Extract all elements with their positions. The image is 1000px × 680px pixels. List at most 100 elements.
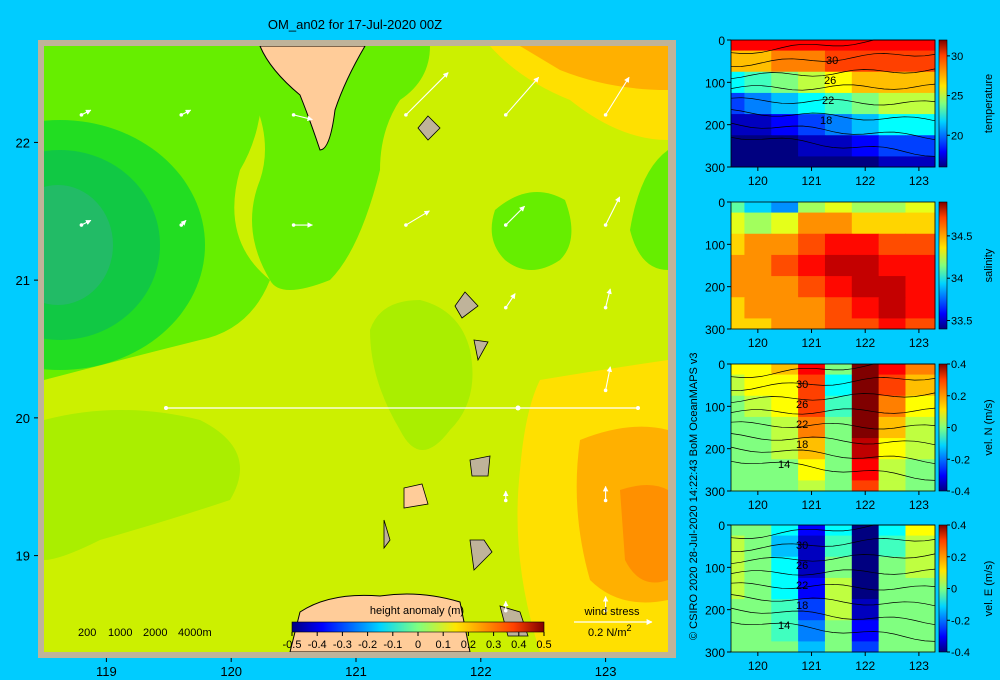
section-cell <box>731 525 745 537</box>
section-cell <box>905 459 936 481</box>
section-cell <box>824 599 853 621</box>
wind-arrow <box>605 366 613 391</box>
section-cell <box>905 620 936 642</box>
section-cell <box>731 202 745 214</box>
depth-legend-4000m: 4000m <box>178 627 212 639</box>
isotherm-contour <box>730 68 936 80</box>
section-colorbar-tick-label: 25 <box>951 91 963 103</box>
section-frame <box>730 363 936 492</box>
section-cell <box>798 395 826 418</box>
salinity-section-panel: 0 100 200 300 120 121 122 123 34.5 34 33.5 salinity <box>705 196 995 350</box>
map-y-tick-label: 22 <box>16 135 30 150</box>
section-x-tick-label: 123 <box>909 659 929 673</box>
section-cell <box>878 276 906 298</box>
shelf-island-5 <box>403 483 429 509</box>
wind-arrow <box>505 293 516 308</box>
section-cell <box>771 297 799 319</box>
section-cell <box>905 364 936 376</box>
field-contour-green-far-east <box>630 150 668 270</box>
section-colorbar-tick-label: 0.4 <box>951 520 966 532</box>
contour-label: 26 <box>824 75 836 87</box>
section-cell <box>851 374 880 397</box>
section-cell <box>824 233 853 256</box>
section-cell <box>878 641 906 653</box>
section-cell <box>905 318 936 330</box>
section-cell <box>851 156 880 168</box>
contour-label: 26 <box>796 560 808 572</box>
wind-stress-scale: wind stress 0.2 N/m2 <box>574 606 653 639</box>
isotherm-contour <box>730 446 936 465</box>
section-x-tick-label: 120 <box>748 659 768 673</box>
section-cell <box>878 212 906 235</box>
wind-arrow-origin <box>603 113 608 117</box>
section-colorbar-tick-label: -0.4 <box>951 486 970 498</box>
section-cell <box>771 92 799 115</box>
section-colorbar-tick-label: 0 <box>951 584 957 596</box>
wind-arrow-origin <box>503 498 508 503</box>
section-cell <box>771 459 799 481</box>
section-cell <box>878 318 906 330</box>
section-variable-label: vel. N (m/s) <box>983 399 995 455</box>
section-cell <box>824 114 853 136</box>
section-cell <box>878 620 906 642</box>
colorbar-tick-label: -0.3 <box>333 639 352 651</box>
shelf-island-7 <box>383 519 391 550</box>
section-cell <box>905 276 936 298</box>
section-cell <box>744 525 772 537</box>
section-cell <box>824 212 853 235</box>
field-contour-green-east-blob <box>491 192 572 270</box>
section-cell <box>878 202 906 214</box>
section-cell <box>824 71 853 94</box>
section-cell <box>771 525 799 537</box>
section-cell <box>744 459 772 481</box>
vel-n-section-panel: 30 26 22 18 14 0 100 200 300 120 121 122 123 0.4 0.2 0 -… <box>705 358 995 512</box>
colorbar-tick-label: 0.5 <box>536 639 551 651</box>
section-cell <box>771 233 799 256</box>
section-cell <box>798 620 826 642</box>
contour-label: 18 <box>820 115 832 127</box>
credit-text: © CSIRO 2020 28-Jul-2020 14:22:43 BoM Oc… <box>688 352 700 640</box>
section-y-tick-label: 100 <box>705 238 725 252</box>
colorbar-tick-label: 0.1 <box>436 639 451 651</box>
section-colorbar-tick-label: -0.2 <box>951 615 970 627</box>
section-cell <box>905 254 936 277</box>
section-cell <box>824 297 853 319</box>
section-cell <box>744 374 772 397</box>
section-y-tick-label: 0 <box>718 34 725 48</box>
isotherm-contour <box>730 621 936 642</box>
section-cell <box>798 459 826 481</box>
section-cell <box>878 40 906 52</box>
section-cell <box>744 202 772 214</box>
temperature-section-panel: 30 26 22 18 0 100 200 300 120 121 122 123 30 25 20 temp… <box>705 34 995 188</box>
section-cell <box>851 114 880 136</box>
section-cell <box>798 374 826 397</box>
section-x-tick-label: 121 <box>802 174 822 188</box>
height-anomaly-map: 119 120 121 122 123 22 21 20 19 200 1000 2000 4… <box>16 40 676 679</box>
section-cell <box>878 525 906 537</box>
section-cell <box>851 40 880 52</box>
contour-label: 30 <box>796 379 808 391</box>
section-x-tick-label: 121 <box>802 659 822 673</box>
map-y-axis: 22 21 20 19 <box>16 135 38 564</box>
section-colorbar <box>938 524 948 653</box>
section-colorbar-tick-label: 34 <box>951 273 963 285</box>
section-cell <box>744 254 772 277</box>
contour-label: 14 <box>778 620 790 632</box>
section-cell <box>771 318 799 330</box>
section-x-tick-label: 122 <box>855 174 875 188</box>
section-cell <box>731 276 745 298</box>
section-x-tick-label: 123 <box>909 174 929 188</box>
section-cell <box>905 395 936 418</box>
contour-label: 30 <box>796 540 808 552</box>
wind-arrow <box>605 288 612 308</box>
field-contour-orange-core <box>620 485 668 583</box>
shelf-island-2 <box>454 291 479 319</box>
map-x-tick-label: 123 <box>595 664 617 679</box>
section-x-tick-label: 122 <box>855 498 875 512</box>
section-cell <box>744 438 772 460</box>
section-cell <box>798 556 826 579</box>
section-colorbar <box>938 201 948 330</box>
section-cell <box>905 40 936 52</box>
field-contour-green-southwest <box>44 410 240 560</box>
